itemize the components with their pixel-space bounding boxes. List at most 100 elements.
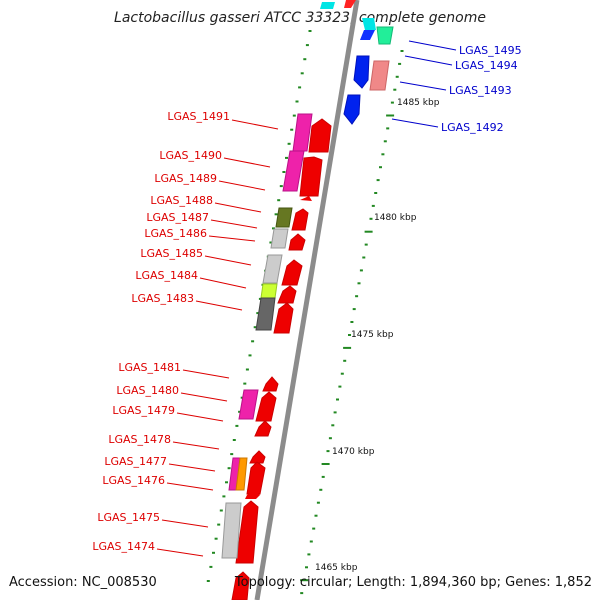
gene-feature[interactable]: [362, 18, 376, 30]
gene-label-lgas-1493[interactable]: LGAS_1493: [449, 84, 512, 97]
gene-label-lgas-1484[interactable]: LGAS_1484: [135, 269, 198, 282]
scale-tick: [381, 153, 385, 156]
scale-tick: [343, 346, 352, 349]
gene-lgas-1490-arrow[interactable]: [299, 156, 323, 197]
scale-tick: [292, 114, 296, 117]
scale-tick: [248, 354, 252, 357]
gene-label-lgas-1495[interactable]: LGAS_1495: [459, 44, 522, 57]
gene-lgas-1492-arrow[interactable]: [343, 94, 361, 125]
gene-lgas-1475-box[interactable]: [221, 502, 242, 559]
scale-tick: [238, 410, 242, 413]
scale-tick: [227, 467, 231, 470]
scale-tick: [307, 553, 311, 556]
gene-lgas-1490-box[interactable]: [282, 150, 305, 192]
gene-label-lgas-1491[interactable]: LGAS_1491: [167, 110, 230, 123]
gene-label-lgas-1481[interactable]: LGAS_1481: [118, 361, 181, 374]
scale-tick: [316, 501, 320, 504]
gene-label-lgas-1488[interactable]: LGAS_1488: [150, 194, 213, 207]
scale-tick: [295, 100, 299, 103]
gene-lgas-1484-arrow[interactable]: [277, 285, 297, 304]
scale-tick: [314, 514, 318, 517]
scale-tick: [355, 295, 359, 298]
scale-tick: [309, 540, 313, 543]
gene-lgas-1493-box[interactable]: [369, 60, 390, 91]
gene-lgas-1478-arrow[interactable]: [249, 450, 266, 464]
scale-tick: [235, 424, 239, 427]
scale-tick: [321, 475, 325, 478]
scale-tick: [253, 326, 257, 329]
gene-lgas-1481-arrow[interactable]: [262, 376, 279, 392]
gene-lgas-1486-box[interactable]: [270, 228, 289, 249]
scale-tick: [386, 127, 390, 130]
scale-tick: [326, 450, 330, 453]
gene-label-lgas-1478[interactable]: LGAS_1478: [108, 433, 171, 446]
gene-label-lgas-1486[interactable]: LGAS_1486: [144, 227, 207, 240]
gene-lgas-1483-box[interactable]: [255, 297, 276, 331]
scale-tick: [350, 321, 354, 323]
scale-tick: [300, 72, 304, 75]
right-gene-labels: LGAS_1495 LGAS_1494 LGAS_1493 LGAS_1492: [391, 40, 522, 134]
gene-lgas-1483-arrow[interactable]: [273, 302, 294, 334]
gene-lgas-1491-box[interactable]: [292, 113, 313, 152]
gene-lgas-1495-box[interactable]: [376, 26, 394, 45]
scale-label: 1480 kbp: [374, 213, 417, 223]
scale-tick: [243, 382, 247, 385]
scale-tick: [328, 437, 332, 440]
gene-lgas-1495-arrow[interactable]: [360, 30, 375, 40]
gene-label-lgas-1480[interactable]: LGAS_1480: [116, 384, 179, 397]
scale-tick: [256, 312, 260, 315]
scale-tick: [212, 551, 215, 554]
gene-lgas-1488-arrow[interactable]: [291, 208, 309, 231]
scale-tick: [338, 385, 342, 388]
gene-label-lgas-1474[interactable]: LGAS_1474: [92, 540, 155, 553]
gene-lgas-1491-arrow[interactable]: [308, 118, 332, 153]
scale-tick: [269, 241, 273, 244]
gene-feature[interactable]: [320, 2, 335, 9]
gene-lgas-1480-box[interactable]: [238, 389, 259, 420]
gene-label-lgas-1490[interactable]: LGAS_1490: [159, 149, 222, 162]
scale-ticks: [206, 30, 404, 595]
scale-tick: [282, 171, 286, 173]
gene-lgas-1488-box[interactable]: [275, 207, 293, 228]
gene-label-lgas-1479[interactable]: LGAS_1479: [112, 404, 175, 417]
gene-lgas-1485-box[interactable]: [262, 254, 283, 284]
scale-tick: [393, 88, 397, 91]
scale-tick: [308, 30, 312, 32]
gene-lgas-1477-arrow[interactable]: [246, 461, 266, 495]
scale-tick: [340, 372, 344, 375]
scale-tick: [285, 156, 288, 159]
gene-lgas-1486-arrow[interactable]: [288, 233, 306, 251]
scale-tick: [374, 192, 378, 194]
gene-lgas-1494-arrow[interactable]: [353, 55, 370, 89]
gene-label-lgas-1494[interactable]: LGAS_1494: [455, 59, 518, 72]
gene-label-lgas-1476[interactable]: LGAS_1476: [102, 474, 165, 487]
scale-tick: [222, 495, 226, 498]
gene-label-lgas-1477[interactable]: LGAS_1477: [104, 455, 167, 468]
gene-label-lgas-1487[interactable]: LGAS_1487: [146, 211, 209, 224]
gene-lgas-1476-arrow[interactable]: [245, 491, 260, 499]
scale-tick: [343, 359, 347, 362]
gene-lgas-1484-box[interactable]: [260, 283, 278, 299]
scale-labels: 1485 kbp 1480 kbp 1475 kbp 1470 kbp 1465…: [315, 98, 440, 573]
gene-lgas-1476-box[interactable]: [235, 457, 248, 491]
left-gene-labels: LGAS_1491 LGAS_1490 LGAS_1489 LGAS_1488 …: [92, 110, 279, 557]
gene-lgas-1485-arrow[interactable]: [281, 259, 303, 286]
gene-label-lgas-1485[interactable]: LGAS_1485: [140, 247, 203, 260]
gene-lgas-1489-arrow[interactable]: [300, 196, 312, 201]
gene-label-lgas-1492[interactable]: LGAS_1492: [441, 121, 504, 134]
gene-feature[interactable]: [344, 0, 356, 8]
scale-tick: [251, 340, 255, 343]
scale-tick: [357, 282, 361, 285]
gene-label-lgas-1483[interactable]: LGAS_1483: [131, 292, 194, 305]
scale-tick: [305, 44, 309, 47]
gene-lgas-1479-arrow[interactable]: [254, 420, 272, 437]
gene-lgas-1474-arrow[interactable]: [231, 571, 250, 600]
scale-label: 1485 kbp: [397, 98, 440, 108]
gene-label-lgas-1489[interactable]: LGAS_1489: [154, 172, 217, 185]
gene-lgas-1480-arrow[interactable]: [255, 391, 277, 422]
map-title: Lactobacillus gasseri ATCC 33323, comple…: [114, 10, 486, 26]
scale-tick: [305, 566, 308, 569]
gene-label-lgas-1475[interactable]: LGAS_1475: [97, 511, 160, 524]
